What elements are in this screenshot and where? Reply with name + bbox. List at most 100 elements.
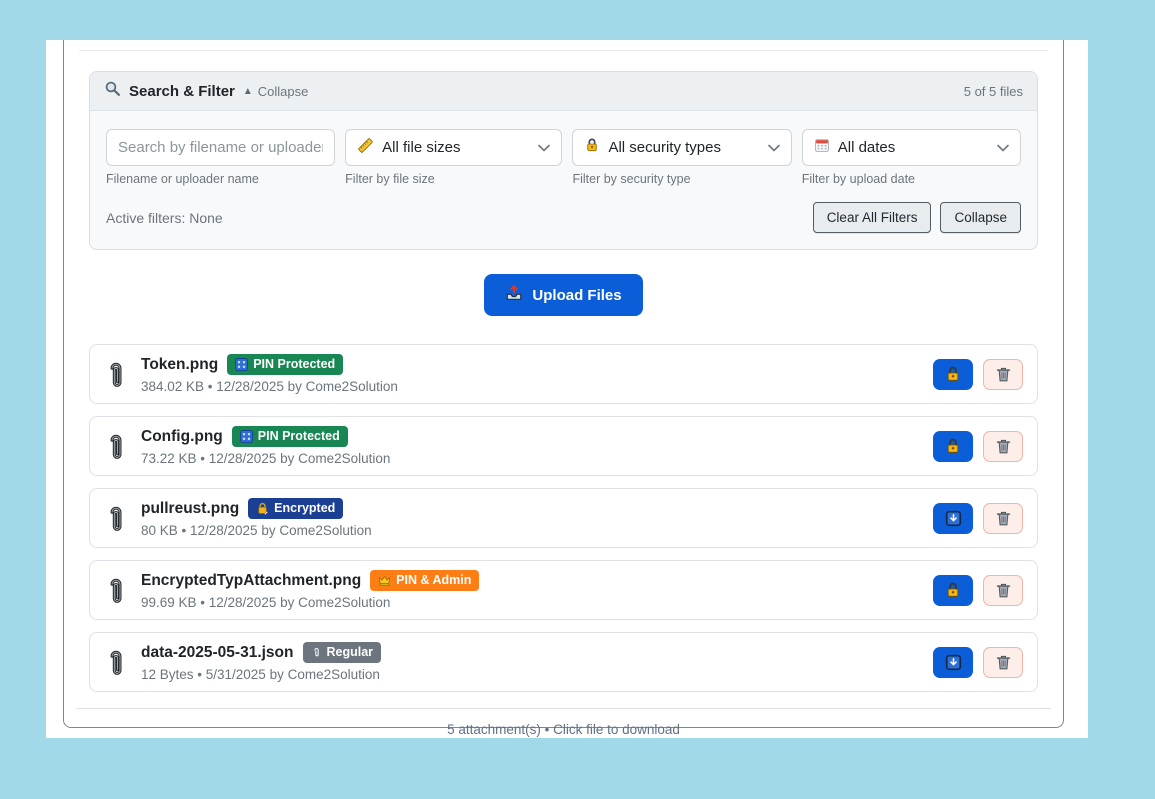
date-select-value: All dates xyxy=(837,139,896,156)
list-footer-summary: 5 attachment(s) • Click file to download xyxy=(447,722,680,737)
search-helper-text: Filename or uploader name xyxy=(106,172,259,186)
file-list: Token.png xyxy=(89,344,1038,692)
lock-button[interactable] xyxy=(933,574,973,606)
delete-button[interactable] xyxy=(983,502,1023,534)
file-row[interactable]: pullreust.png xyxy=(89,488,1038,548)
file-info: pullreust.png xyxy=(141,498,933,538)
file-info: data-2025-05-31.json xyxy=(141,642,933,682)
date-select[interactable]: All dates xyxy=(801,129,1022,166)
keypad-icon xyxy=(235,358,249,371)
paperclip-icon xyxy=(104,359,128,390)
file-row[interactable]: Config.png xyxy=(89,416,1038,476)
upload-section: Upload Files xyxy=(64,274,1063,316)
lock-button[interactable] xyxy=(933,358,973,390)
delete-button[interactable] xyxy=(983,358,1023,390)
file-name: EncryptedTypAttachment.png xyxy=(141,571,362,589)
file-info: Config.png xyxy=(141,426,933,466)
filter-buttons-group: Clear All Filters Collapse xyxy=(812,202,1021,233)
lock-icon xyxy=(584,137,600,158)
download-button[interactable] xyxy=(933,646,973,678)
attachments-card: Search & Filter ▲ Collapse 5 of 5 files … xyxy=(63,40,1064,737)
security-badge-label: Regular xyxy=(326,645,374,659)
filter-panel-header-left: Search & Filter ▲ Collapse xyxy=(104,80,308,102)
file-actions xyxy=(933,646,1023,678)
security-badge: Regular xyxy=(302,642,382,663)
security-badge: PIN & Admin xyxy=(370,570,480,591)
filter-controls-row: Filename or uploader name xyxy=(106,129,1022,186)
file-name: pullreust.png xyxy=(141,499,240,517)
security-badge: Encrypted xyxy=(248,498,344,519)
download-button[interactable] xyxy=(933,502,973,534)
security-helper-text: Filter by security type xyxy=(572,172,691,186)
delete-button[interactable] xyxy=(983,646,1023,678)
search-icon xyxy=(104,80,121,102)
file-title-line: data-2025-05-31.json xyxy=(141,642,933,663)
search-filter-col: Filename or uploader name xyxy=(106,129,336,186)
top-divider xyxy=(79,50,1048,51)
filter-panel-body: Filename or uploader name xyxy=(90,111,1037,249)
file-info: Token.png xyxy=(141,354,933,394)
paperclip-icon xyxy=(104,575,128,606)
file-row[interactable]: EncryptedTypAttachment.png xyxy=(89,560,1038,620)
file-actions xyxy=(933,430,1023,462)
clear-all-filters-button[interactable]: Clear All Filters xyxy=(812,202,932,233)
lock-with-pen-icon xyxy=(256,502,269,515)
chevron-down-icon xyxy=(997,139,1009,157)
file-size-select-value: All file sizes xyxy=(382,139,461,156)
file-info: EncryptedTypAttachment.png xyxy=(141,570,933,610)
security-badge-label: PIN & Admin xyxy=(396,573,472,587)
file-name: data-2025-05-31.json xyxy=(141,643,294,661)
ruler-icon xyxy=(357,137,374,159)
active-filters-label: Active filters: None xyxy=(106,209,223,226)
file-size-helper-text: Filter by file size xyxy=(345,172,435,186)
security-filter-col: All security types Filter by security ty… xyxy=(572,129,792,186)
keypad-icon xyxy=(239,430,253,443)
file-title-line: Config.png xyxy=(141,426,933,447)
security-type-select[interactable]: All security types xyxy=(572,129,792,166)
file-title-line: pullreust.png xyxy=(141,498,933,519)
calendar-icon xyxy=(814,137,830,158)
security-badge-label: PIN Protected xyxy=(253,357,336,371)
active-filters-row: Active filters: None Clear All Filters C… xyxy=(106,202,1021,233)
chevron-down-icon xyxy=(767,139,780,157)
file-meta: 99.69 KB • 12/28/2025 by Come2Solution xyxy=(141,595,391,610)
collapse-button[interactable]: Collapse xyxy=(940,202,1021,233)
delete-button[interactable] xyxy=(983,430,1023,462)
collapse-toggle-label: Collapse xyxy=(257,83,309,99)
file-title-line: EncryptedTypAttachment.png xyxy=(141,570,933,591)
paperclip-icon xyxy=(104,431,128,462)
crown-icon xyxy=(378,574,391,587)
collapse-caret-icon: ▲ xyxy=(242,85,253,97)
paperclip-small-icon xyxy=(311,647,322,658)
date-helper-text: Filter by upload date xyxy=(801,172,915,186)
security-badge: PIN Protected xyxy=(231,426,348,447)
paperclip-icon xyxy=(104,503,128,534)
date-filter-col: All dates Filter by upload date xyxy=(801,129,1022,186)
upload-files-label: Upload Files xyxy=(532,286,622,304)
file-size-select[interactable]: All file sizes xyxy=(345,129,563,166)
file-meta: 12 Bytes • 5/31/2025 by Come2Solution xyxy=(141,667,380,682)
file-actions xyxy=(933,502,1023,534)
security-badge-label: Encrypted xyxy=(274,501,336,515)
file-actions xyxy=(933,574,1023,606)
security-type-select-value: All security types xyxy=(608,139,721,156)
attachments-page: Search & Filter ▲ Collapse 5 of 5 files … xyxy=(46,40,1088,738)
delete-button[interactable] xyxy=(983,574,1023,606)
paperclip-icon xyxy=(104,647,128,678)
file-size-filter-col: All file sizes Filter by file size xyxy=(345,129,563,186)
file-row[interactable]: Token.png xyxy=(89,344,1038,404)
file-meta: 384.02 KB • 12/28/2025 by Come2Solution xyxy=(141,379,398,394)
upload-files-button[interactable]: Upload Files xyxy=(484,274,643,316)
collapse-toggle[interactable]: ▲ Collapse xyxy=(243,84,309,99)
search-input[interactable] xyxy=(106,129,336,166)
security-badge: PIN Protected xyxy=(227,354,344,375)
file-meta: 80 KB • 12/28/2025 by Come2Solution xyxy=(141,523,372,538)
footer-divider xyxy=(76,708,1051,709)
lock-button[interactable] xyxy=(933,430,973,462)
file-row[interactable]: data-2025-05-31.json xyxy=(89,632,1038,692)
filter-panel-title: Search & Filter xyxy=(129,82,235,100)
filter-panel-header: Search & Filter ▲ Collapse 5 of 5 files xyxy=(90,72,1037,111)
upload-icon xyxy=(505,284,523,306)
file-name: Config.png xyxy=(141,427,223,445)
search-filter-panel: Search & Filter ▲ Collapse 5 of 5 files … xyxy=(89,71,1038,250)
